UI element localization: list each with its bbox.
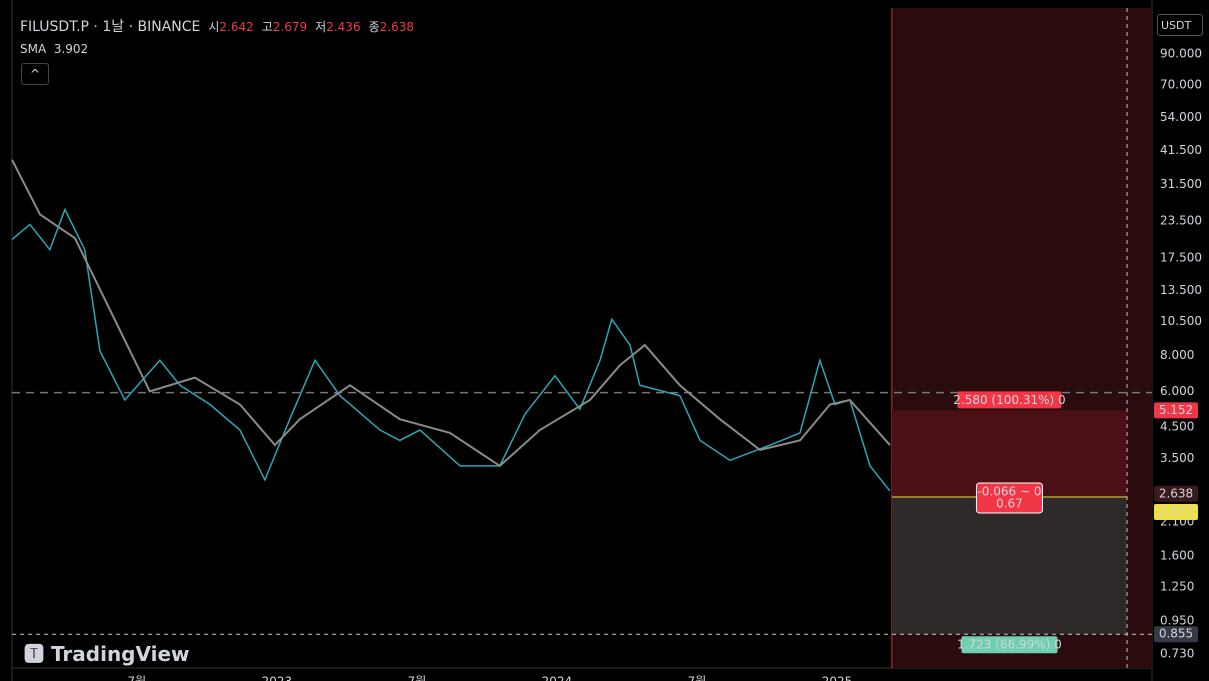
y-tick-label: 54.000: [1160, 110, 1202, 124]
y-tick-label: 3.500: [1160, 451, 1194, 465]
ohlc-key: 저: [315, 20, 327, 34]
x-tick-label: 7월: [688, 675, 707, 681]
price-line: [11, 207, 891, 492]
x-tick-label: 7월: [408, 675, 427, 681]
indicator-value: 3.902: [53, 42, 89, 56]
y-tick-label: 31.500: [1160, 177, 1202, 191]
logo-text: TradingView: [50, 642, 190, 666]
ohlc: 시2.642 고2.679 저2.436 종2.638: [200, 19, 414, 35]
stop-box: [961, 636, 1058, 654]
price-tag-label: 5.152: [1159, 403, 1193, 417]
symbol: FILUSDT.P · 1날 · BINANCE: [20, 19, 201, 35]
ohlc-key: 종: [368, 20, 380, 34]
currency[interactable]: USDT: [1157, 14, 1203, 36]
logo: 🆃 TradingView: [24, 642, 190, 666]
y-tick-label: 90.000: [1160, 46, 1202, 60]
ohlc-value: 2.638: [379, 20, 414, 34]
ohlc-value: 2.679: [272, 20, 308, 34]
entry-label: -0.066 ~ 0: [977, 484, 1041, 498]
y-tick-label: 10.500: [1160, 314, 1202, 328]
y-tick-label: 6.000: [1160, 384, 1194, 398]
entry-sub-label: 0.67: [996, 496, 1023, 510]
price-tag: [1154, 485, 1198, 502]
ohlc-value: 2.642: [219, 20, 254, 34]
target-box: [957, 391, 1062, 409]
y-tick-label: 0.730: [1160, 646, 1194, 660]
y-tick-label: 17.500: [1160, 250, 1202, 264]
x-tick-label: 7월: [128, 675, 147, 681]
price-tag-label: 2.638: [1159, 486, 1193, 500]
y-tick-label: 0.950: [1160, 614, 1194, 628]
indicator-name: SMA: [20, 42, 47, 56]
y-tick-label: 41.500: [1160, 143, 1202, 157]
entry-box: [975, 482, 1043, 514]
y-tick-label: 1.250: [1160, 579, 1194, 593]
y-tick-label: 1.600: [1160, 549, 1194, 563]
x-tick-label: 2025: [822, 675, 853, 681]
price-tag-label: 0.855: [1159, 627, 1193, 641]
x-tick-label: 2023: [262, 675, 293, 681]
price-tag: [1154, 503, 1198, 520]
y-tick-label: 13.500: [1160, 283, 1202, 297]
price-tag-label: 2.572: [1159, 504, 1193, 518]
ohlc-key: 고: [261, 20, 273, 34]
collapse-button[interactable]: ^: [21, 63, 49, 85]
stop-zone: [891, 496, 1128, 635]
y-tick-label: 23.500: [1160, 214, 1202, 228]
indicator: SMA 3.902: [20, 42, 88, 56]
header: FILUSDT.P · 1날 · BINANCE 시2.642 고2.679 저2.4…: [20, 16, 414, 36]
y-tick-label: 8.000: [1160, 348, 1194, 362]
ohlc-value: 2.436: [326, 20, 361, 34]
stop-label: 1.723 (66.99%) 0: [957, 638, 1062, 652]
sma-line: [11, 159, 891, 468]
target-label: 2.580 (100.31%) 0: [953, 393, 1065, 407]
y-tick-label: 4.500: [1160, 420, 1194, 434]
x-tick-label: 2024: [542, 675, 573, 681]
ohlc-key: 시: [208, 20, 220, 34]
y-tick-label: 70.000: [1160, 78, 1202, 92]
price-tag: [1154, 402, 1198, 419]
price-tag: [1154, 626, 1198, 643]
